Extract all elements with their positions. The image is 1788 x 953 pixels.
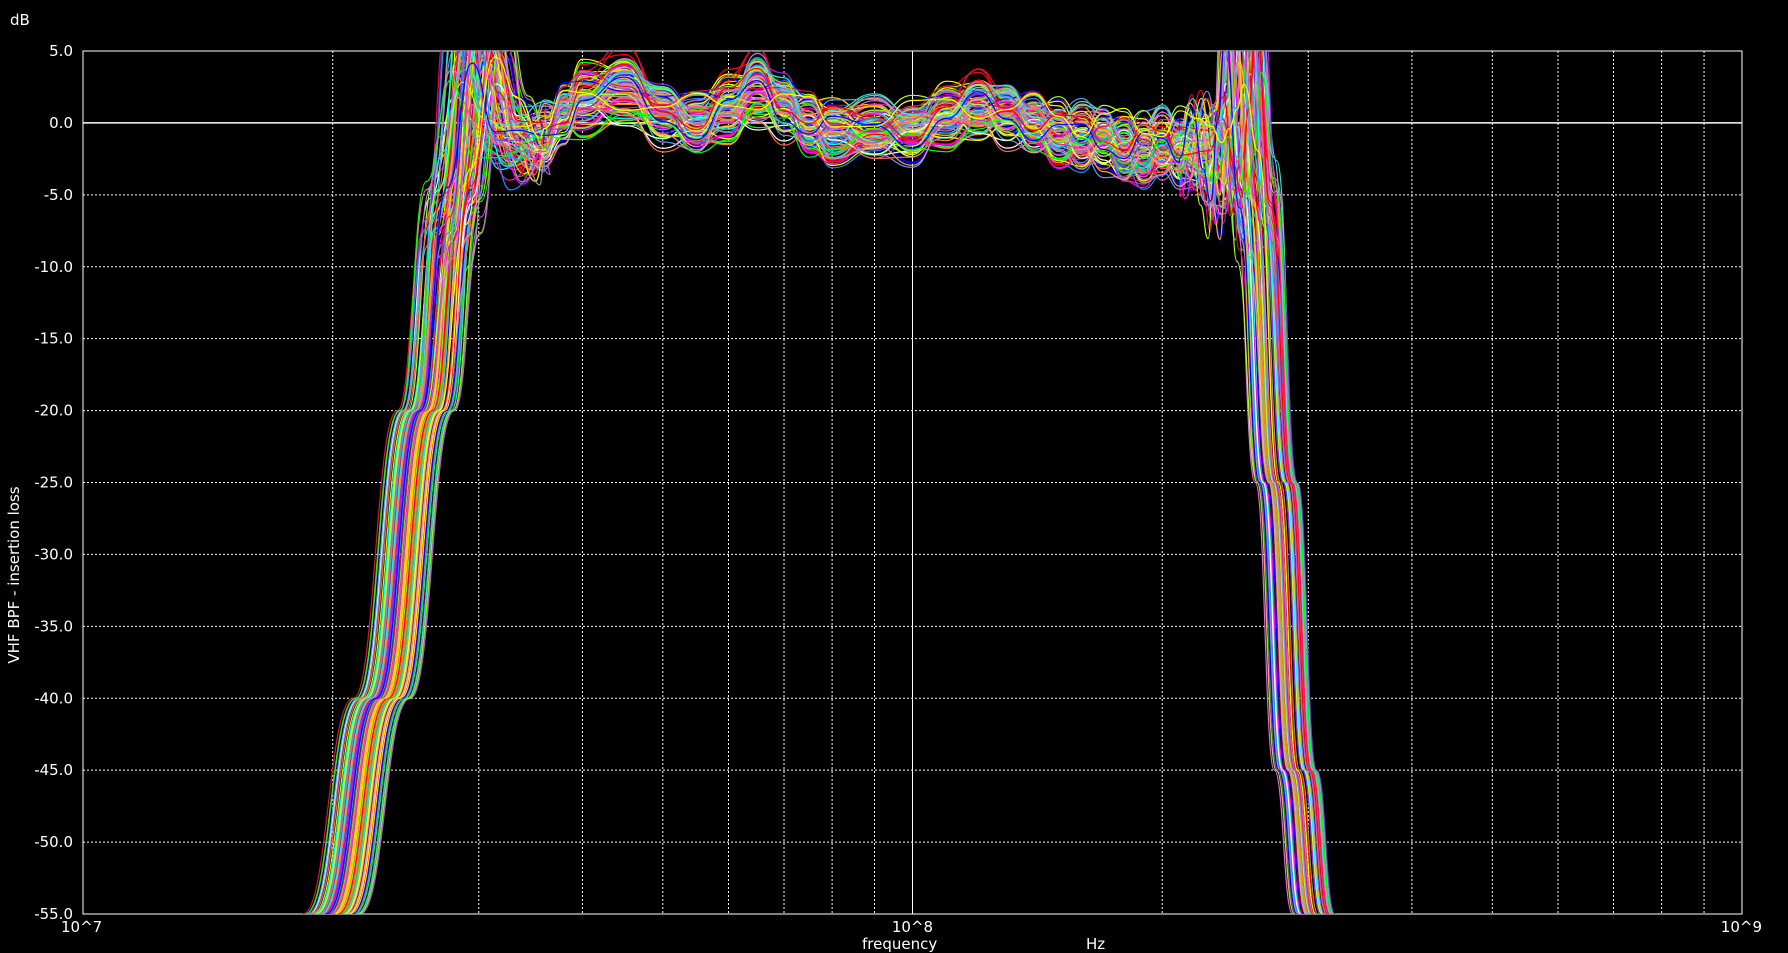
series-line — [356, 51, 1307, 914]
series-line — [318, 51, 1313, 914]
series-line — [324, 51, 1322, 914]
x-tick-label: 10^9 — [1721, 918, 1762, 936]
x-axis-label: frequency — [862, 935, 938, 953]
y-tick-label: -10.0 — [34, 258, 73, 276]
y-tick-label: 5.0 — [49, 42, 73, 60]
y-tick-label: -50.0 — [34, 833, 73, 851]
series-line — [343, 56, 1324, 914]
series-line — [350, 60, 1301, 914]
y-tick-label: -40.0 — [34, 689, 73, 707]
y-tick-label: -55.0 — [34, 905, 73, 923]
series-line — [349, 51, 1329, 914]
y-tick-label: 0.0 — [49, 114, 73, 132]
x-unit-label: Hz — [1086, 935, 1106, 953]
plot-frame — [82, 50, 1743, 915]
series-line — [349, 51, 1305, 914]
series-line — [351, 51, 1324, 914]
grid — [82, 50, 1743, 915]
series-group — [302, 51, 1336, 914]
series-line — [358, 51, 1328, 914]
series-line — [316, 60, 1312, 914]
series-line — [348, 56, 1317, 914]
series-line — [311, 81, 1329, 914]
y-tick-label: -20.0 — [34, 402, 73, 420]
y-unit-label: dB — [10, 11, 30, 29]
series-line — [347, 65, 1303, 914]
y-tick-label: -30.0 — [34, 545, 73, 563]
series-line — [354, 65, 1305, 914]
series-line — [341, 51, 1315, 914]
series-line — [340, 78, 1317, 914]
series-line — [354, 79, 1302, 914]
y-tick-label: -5.0 — [44, 186, 73, 204]
y-tick-label: -45.0 — [34, 761, 73, 779]
x-tick-label: 10^8 — [892, 918, 933, 936]
y-tick-label: -25.0 — [34, 474, 73, 492]
y-tick-labels: 5.0 0.0 -5.0 -10.0 -15.0 -20.0 -25.0 -30.0 -35.0… — [34, 42, 73, 923]
y-tick-label: -15.0 — [34, 330, 73, 348]
series-line — [347, 51, 1307, 914]
series-line — [349, 83, 1302, 914]
series-line — [359, 51, 1303, 914]
series-line — [323, 51, 1314, 914]
y-axis-label: VHF BPF - insertion loss — [5, 486, 23, 663]
series-line — [326, 51, 1329, 914]
series-line — [325, 51, 1298, 914]
x-tick-labels: 10^7 10^8 10^9 — [61, 918, 1762, 936]
series-line — [354, 61, 1309, 914]
x-tick-label: 10^7 — [61, 918, 102, 936]
y-tick-label: -35.0 — [34, 617, 73, 635]
